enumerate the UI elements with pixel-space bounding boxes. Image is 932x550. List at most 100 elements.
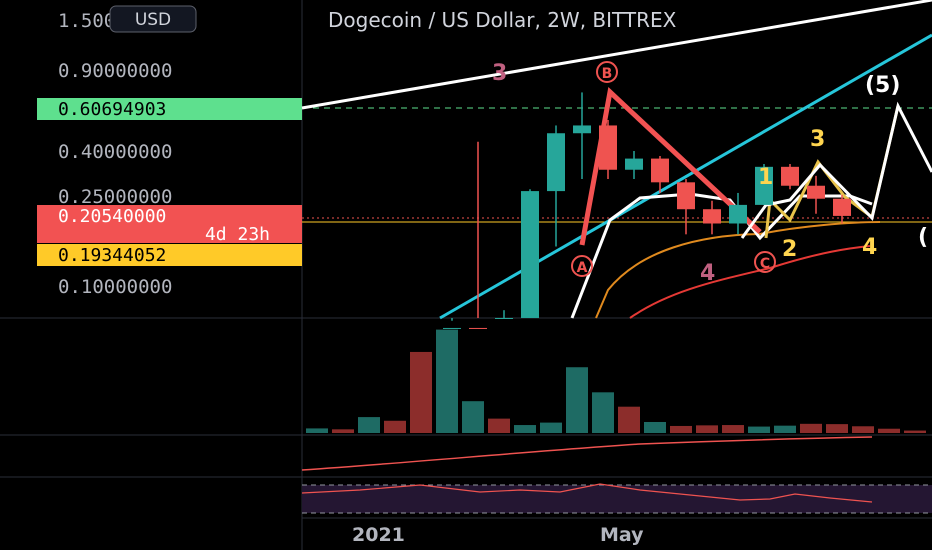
- candle-body: [651, 158, 669, 183]
- rsi-line: [301, 483, 873, 503]
- candle[interactable]: [781, 164, 799, 190]
- currency-button[interactable]: USD: [109, 5, 197, 33]
- candlestick-series[interactable]: [443, 92, 851, 329]
- candle-body: [443, 327, 461, 329]
- volume-bar: [826, 424, 848, 433]
- candle[interactable]: [833, 194, 851, 224]
- wave-label-c-circle: [754, 251, 776, 273]
- price-tick-label: 0.40000000: [58, 141, 172, 163]
- wave-labels: 3 4 B A C 1 2 3 4 (5) (: [492, 61, 928, 286]
- volume-bar: [306, 428, 328, 433]
- wave-label-b-circle: [596, 61, 618, 83]
- volume-bar: [670, 425, 692, 433]
- price-tick-label: 0.10000000: [58, 276, 172, 298]
- wave-label-edge: (: [918, 225, 928, 250]
- indicator-line-orange: [301, 436, 873, 471]
- candle-body: [755, 166, 773, 205]
- impulse-wave-white: [740, 101, 932, 239]
- candle-body: [729, 204, 747, 224]
- candle[interactable]: [625, 151, 643, 180]
- candle-body: [807, 185, 825, 199]
- time-axis[interactable]: 2021 May: [352, 524, 644, 546]
- candle-body: [833, 198, 851, 216]
- candle[interactable]: [573, 92, 591, 180]
- volume-bar: [774, 425, 796, 433]
- volume-bar: [384, 420, 406, 433]
- abc-correction-path: [579, 87, 762, 246]
- wave-label-c: C: [760, 256, 770, 272]
- wave-label-3: 3: [810, 127, 825, 152]
- volume-bar: [644, 421, 666, 433]
- candle-body: [547, 133, 565, 192]
- channel-trendline[interactable]: [439, 33, 932, 320]
- candle[interactable]: [755, 164, 773, 205]
- rsi-band: [302, 485, 932, 513]
- wave-label-1: 1: [758, 165, 773, 190]
- time-label-2021: 2021: [352, 524, 405, 546]
- volume-bar: [748, 426, 770, 433]
- candle-body: [625, 158, 643, 170]
- candle-body: [469, 327, 487, 329]
- volume-bar: [514, 425, 536, 433]
- volume-bar: [904, 430, 926, 433]
- moving-average-red: [629, 245, 871, 319]
- candle[interactable]: [807, 175, 825, 214]
- candle[interactable]: [547, 125, 565, 247]
- volume-bar: [878, 428, 900, 433]
- volume-bar: [618, 406, 640, 433]
- alt-price-value: 0.19344052: [58, 245, 166, 266]
- chart-title: Dogecoin / US Dollar, 2W, BITTREX: [328, 8, 677, 32]
- volume-bar: [540, 422, 562, 433]
- volume-bar: [696, 425, 718, 433]
- marked-price-value: 0.60694903: [58, 99, 166, 120]
- candle[interactable]: [495, 310, 513, 319]
- candle-body: [495, 317, 513, 319]
- wave-label-2: 2: [782, 237, 797, 262]
- candle-body: [573, 125, 591, 134]
- candle[interactable]: [703, 200, 721, 235]
- volume-bar: [722, 425, 744, 433]
- volume-bar: [436, 329, 458, 433]
- candle-countdown: 4d 23h: [205, 224, 270, 245]
- candle-body: [677, 182, 695, 210]
- candle[interactable]: [599, 119, 617, 180]
- volume-bar: [410, 351, 432, 433]
- candle[interactable]: [677, 179, 695, 235]
- candle[interactable]: [521, 189, 539, 318]
- last-price-value: 0.20540000: [58, 206, 166, 227]
- price-tick-label: 0.25000000: [58, 186, 172, 208]
- volume-bar: [462, 401, 484, 433]
- candle-body: [781, 166, 799, 186]
- volume-bar: [852, 426, 874, 433]
- volume-bar: [566, 367, 588, 433]
- candle[interactable]: [443, 318, 461, 329]
- upper-trendline[interactable]: [301, 0, 932, 110]
- time-label-may: May: [600, 524, 644, 546]
- volume-bar: [592, 392, 614, 433]
- volume-series: [306, 329, 926, 433]
- moving-average-white: [570, 192, 873, 319]
- wave-label-4-pink: 4: [700, 261, 715, 286]
- marked-price-badge: 0.60694903: [37, 98, 302, 120]
- candle[interactable]: [651, 155, 669, 193]
- price-tick-label: 0.90000000: [58, 60, 172, 82]
- candle-body: [521, 191, 539, 318]
- volume-bar: [488, 418, 510, 433]
- wave-label-b: B: [602, 66, 613, 82]
- volume-bar: [358, 417, 380, 433]
- wave-label-a: A: [577, 260, 588, 276]
- volume-bar: [800, 423, 822, 433]
- candle-body: [703, 209, 721, 224]
- currency-button-label: USD: [135, 10, 171, 30]
- wave-label-3-pink: 3: [492, 61, 507, 86]
- candle-body: [599, 125, 617, 170]
- last-price-badge: 0.20540000 4d 23h: [37, 205, 302, 245]
- wave-label-4: 4: [862, 235, 877, 260]
- wave-label-5: (5): [865, 73, 900, 98]
- wave-label-a-circle: [571, 255, 593, 277]
- candle[interactable]: [469, 141, 487, 329]
- volume-bar: [332, 429, 354, 433]
- candle[interactable]: [729, 192, 747, 235]
